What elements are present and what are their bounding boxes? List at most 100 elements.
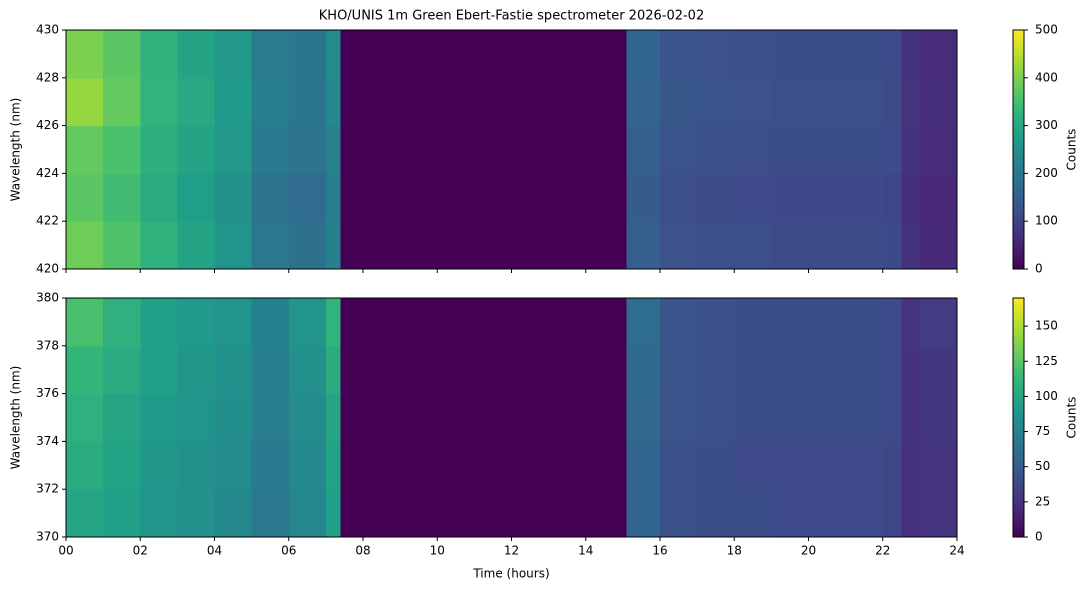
y-tick-label: 370 xyxy=(36,530,59,544)
heatmap-cell xyxy=(103,393,141,442)
heatmap-cell xyxy=(340,173,628,222)
colorbar xyxy=(1012,29,1025,270)
heatmap-cell xyxy=(845,30,884,79)
heatmap-cell xyxy=(845,489,884,538)
y-tick-label: 380 xyxy=(36,291,59,305)
heatmap-cell xyxy=(808,489,847,538)
heatmap-cell xyxy=(734,393,772,442)
heatmap-cell xyxy=(697,298,735,347)
heatmap-cell xyxy=(734,221,772,270)
heatmap-cell xyxy=(882,77,902,127)
heatmap-cell xyxy=(882,221,902,270)
heatmap-cell xyxy=(288,125,327,174)
heatmap-cell xyxy=(771,221,809,270)
x-tick-label: 24 xyxy=(949,544,964,558)
heatmap-cell xyxy=(919,77,958,127)
heatmap-cell xyxy=(340,298,628,347)
colorbar-tick-label: 150 xyxy=(1035,319,1058,333)
heatmap-cell xyxy=(901,441,921,490)
heatmap-cell xyxy=(214,441,253,490)
heatmap-cell xyxy=(697,173,735,222)
heatmap-cell xyxy=(66,125,104,174)
heatmap-cell xyxy=(66,173,104,222)
heatmap-cell xyxy=(901,393,921,442)
x-tick-label: 22 xyxy=(875,544,890,558)
heatmap-cell xyxy=(103,298,141,347)
y-tick-label: 428 xyxy=(36,70,59,84)
heatmap-cell xyxy=(845,125,884,174)
heatmap-cell xyxy=(251,298,290,347)
heatmap-cell xyxy=(626,393,661,442)
heatmap-cell xyxy=(340,221,628,270)
heatmap-cell xyxy=(697,345,735,395)
heatmap-cell xyxy=(845,441,884,490)
heatmap-cell xyxy=(103,489,141,538)
heatmap-cell xyxy=(808,30,847,79)
heatmap-cell xyxy=(214,221,253,270)
heatmap-cell xyxy=(882,173,902,222)
colorbar-tick-label: 100 xyxy=(1035,214,1058,228)
heatmap-cell xyxy=(103,441,141,490)
heatmap-cell xyxy=(177,30,215,79)
heatmap-cell xyxy=(882,298,902,347)
heatmap-cell xyxy=(660,393,698,442)
y-tick-label: 424 xyxy=(36,166,59,180)
heatmap-cell xyxy=(734,345,772,395)
colorbar-tick-label: 100 xyxy=(1035,389,1058,403)
heatmap-cell xyxy=(697,77,735,127)
heatmap-cell xyxy=(771,345,809,395)
heatmap-cell xyxy=(901,125,921,174)
heatmap-cell xyxy=(660,441,698,490)
heatmap-cell xyxy=(901,173,921,222)
y-tick-label: 376 xyxy=(36,386,59,400)
x-tick-label: 20 xyxy=(801,544,816,558)
heatmap-cell xyxy=(340,77,628,127)
x-axis-label: Time (hours) xyxy=(472,567,549,581)
heatmap-cell xyxy=(919,345,958,395)
heatmap-cell xyxy=(697,393,735,442)
heatmap-cell xyxy=(919,125,958,174)
colorbar-tick-label: 300 xyxy=(1035,118,1058,132)
heatmap-cell xyxy=(919,393,958,442)
heatmap-cell xyxy=(103,221,141,270)
colorbar xyxy=(1012,297,1025,538)
heatmap-cell xyxy=(660,30,698,79)
y-tick-label: 372 xyxy=(36,482,59,496)
colorbar-tick-label: 125 xyxy=(1035,354,1058,368)
heatmap-cell xyxy=(734,173,772,222)
heatmap-cell xyxy=(140,298,178,347)
heatmap-cell xyxy=(882,30,902,79)
heatmap-cell xyxy=(626,77,661,127)
heatmap-cell xyxy=(771,30,809,79)
heatmap-cell xyxy=(66,489,104,538)
heatmap-cell xyxy=(251,77,290,127)
heatmap-cell xyxy=(660,173,698,222)
heatmap-cell xyxy=(808,77,847,127)
heatmap-cell xyxy=(808,125,847,174)
heatmap-cell xyxy=(214,173,253,222)
heatmap-cell xyxy=(251,221,290,270)
heatmap-cell xyxy=(901,221,921,270)
x-tick-label: 00 xyxy=(58,544,73,558)
heatmap-cell xyxy=(325,298,342,347)
heatmap-cell xyxy=(177,125,215,174)
heatmap-cell xyxy=(808,173,847,222)
heatmap-cell xyxy=(140,441,178,490)
heatmap-cell xyxy=(845,393,884,442)
heatmap-cell xyxy=(771,393,809,442)
heatmap-cell xyxy=(288,489,327,538)
heatmap-cell xyxy=(660,221,698,270)
y-tick-label: 426 xyxy=(36,118,59,132)
x-tick-label: 08 xyxy=(355,544,370,558)
x-tick-label: 04 xyxy=(207,544,222,558)
heatmap-cell xyxy=(626,173,661,222)
heatmap-cell xyxy=(697,441,735,490)
heatmap-cell xyxy=(919,173,958,222)
heatmap-cell xyxy=(340,30,628,79)
heatmap-cell xyxy=(177,298,215,347)
heatmap-cell xyxy=(140,345,178,395)
heatmap-cell xyxy=(177,489,215,538)
heatmap-cell xyxy=(251,30,290,79)
heatmap-cell xyxy=(251,125,290,174)
